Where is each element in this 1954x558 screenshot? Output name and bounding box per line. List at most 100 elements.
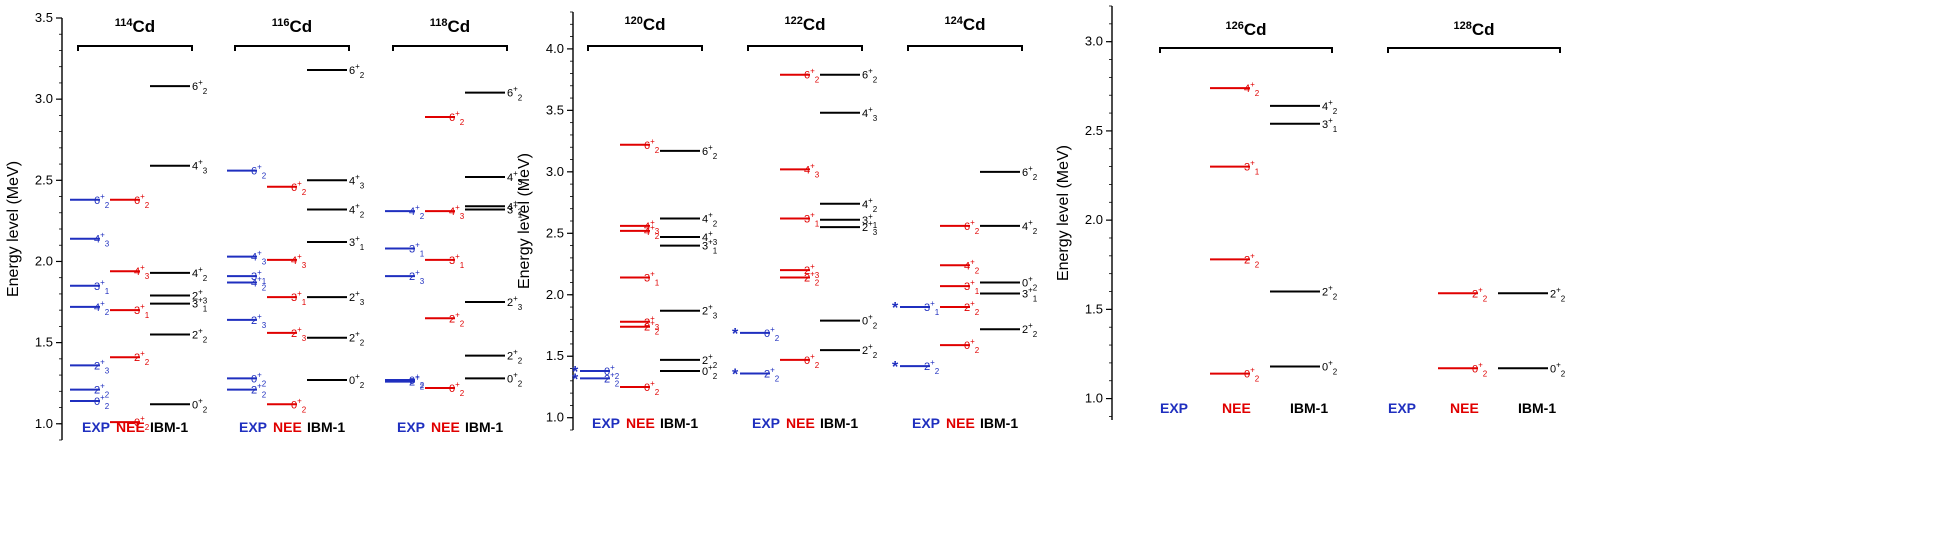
- level-nee: 4+2: [620, 223, 660, 241]
- level-spin: 0: [1472, 363, 1478, 375]
- nucleus-title: 126Cd: [1225, 20, 1266, 39]
- level-index: 2: [1483, 294, 1488, 303]
- y-tick-label: 3.5: [35, 10, 53, 25]
- level-index: 3: [105, 366, 110, 375]
- level-label: 2+3: [192, 288, 208, 306]
- level-nee: 2+2: [620, 319, 660, 337]
- level-parity: +: [970, 278, 975, 287]
- level-spin: 4: [192, 161, 198, 173]
- level-label: 2+2: [1022, 321, 1038, 339]
- level-ibm-1: 2+2: [465, 348, 523, 366]
- level-index: 2: [302, 188, 307, 197]
- level-index: 2: [420, 383, 425, 392]
- level-parity: +: [868, 219, 873, 228]
- level-parity: +: [355, 372, 360, 381]
- level-ibm-1: 2+2: [660, 352, 718, 370]
- level-label: 3+1: [702, 238, 718, 256]
- level-label: 4+2: [251, 275, 267, 293]
- level-parity: +: [708, 143, 713, 152]
- level-spin: 4: [291, 255, 297, 267]
- level-exp: 4+2: [385, 203, 425, 221]
- level-exp: * 0+2: [732, 325, 780, 343]
- level-label: 4+3: [291, 252, 307, 270]
- y-tick-label: 2.5: [546, 225, 564, 240]
- level-spin: 3: [1322, 119, 1328, 131]
- level-spin: 2: [449, 313, 455, 325]
- level-spin: 0: [862, 316, 868, 328]
- level-parity: +: [1328, 116, 1333, 125]
- y-tick-label: 2.0: [546, 287, 564, 302]
- level-label: 2+2: [702, 352, 718, 370]
- level-index: 1: [518, 211, 523, 220]
- level-spin: 2: [134, 352, 140, 364]
- level-label: 3+1: [644, 270, 660, 288]
- level-label: 4+3: [192, 158, 208, 176]
- level-parity: +: [610, 363, 615, 372]
- level-spin: 6: [134, 195, 140, 207]
- level-spin: 0: [702, 366, 708, 378]
- nucleus-mass: 124: [944, 15, 963, 27]
- level-exp: 2+3: [227, 312, 267, 330]
- level-exp: 3+1: [227, 268, 267, 286]
- level-index: 3: [815, 271, 820, 280]
- level-parity: +: [257, 370, 262, 379]
- level-spin: 4: [702, 232, 708, 244]
- nucleus-bracket: [1159, 47, 1333, 53]
- level-parity: +: [1028, 218, 1033, 227]
- level-parity: +: [513, 294, 518, 303]
- level-parity: +: [930, 358, 935, 367]
- level-index: 2: [713, 372, 718, 381]
- level-index: 2: [1483, 369, 1488, 378]
- level-parity: +: [1328, 358, 1333, 367]
- column-label-ibm-1: IBM-1: [1518, 400, 1556, 416]
- level-parity: +: [1028, 274, 1033, 283]
- level-index: 2: [203, 336, 208, 345]
- level-parity: +: [100, 299, 105, 308]
- nucleus-bracket: [234, 45, 350, 51]
- level-label: 4+2: [964, 257, 980, 275]
- level-index: 2: [105, 308, 110, 317]
- level-index: 3: [203, 167, 208, 176]
- level-spin: 6: [449, 112, 455, 124]
- level-parity: +: [415, 203, 420, 212]
- level-index: 2: [1033, 173, 1038, 182]
- level-spin: 2: [862, 345, 868, 357]
- level-index: 2: [815, 279, 820, 288]
- level-parity: +: [1250, 159, 1255, 168]
- column-label-nee: NEE: [1450, 400, 1479, 416]
- y-axis-label: Energy level (MeV): [516, 153, 533, 289]
- level-label: 6+2: [291, 179, 307, 197]
- nucleus-mass: 116: [272, 17, 290, 29]
- level-ibm-1: 6+2: [465, 85, 523, 103]
- level-parity: +: [297, 252, 302, 261]
- column-label-exp: EXP: [397, 419, 425, 435]
- level-spin: 4: [507, 172, 513, 184]
- level-nee: 2+3: [267, 325, 307, 343]
- level-label: 4+2: [192, 265, 208, 283]
- level-label: 3+1: [1322, 116, 1338, 134]
- level-parity: +: [810, 67, 815, 76]
- column-label-exp: EXP: [239, 419, 267, 435]
- level-ibm-1: 2+3: [150, 288, 208, 306]
- level-index: 2: [518, 379, 523, 388]
- level-ibm-1: 0+2: [820, 313, 878, 331]
- level-exp: * 0+2: [572, 363, 620, 381]
- level-label: 2+2: [507, 348, 523, 366]
- level-spin: 6: [964, 221, 970, 233]
- nucleus-element: Cd: [643, 15, 666, 34]
- level-parity: +: [455, 109, 460, 118]
- level-nee: 2+2: [425, 310, 465, 328]
- level-index: 3: [460, 212, 465, 221]
- level-index: 3: [655, 227, 660, 236]
- level-nee: 0+2: [620, 379, 660, 397]
- level-ibm-1: 2+2: [1270, 284, 1338, 302]
- level-spin: 2: [251, 315, 257, 327]
- level-parity: +: [100, 382, 105, 391]
- level-parity: +: [355, 172, 360, 181]
- level-index: 2: [935, 367, 940, 376]
- level-ibm-1: 4+2: [307, 202, 365, 220]
- level-nee: 2+2: [780, 270, 820, 288]
- level-label: 6+2: [1022, 164, 1038, 182]
